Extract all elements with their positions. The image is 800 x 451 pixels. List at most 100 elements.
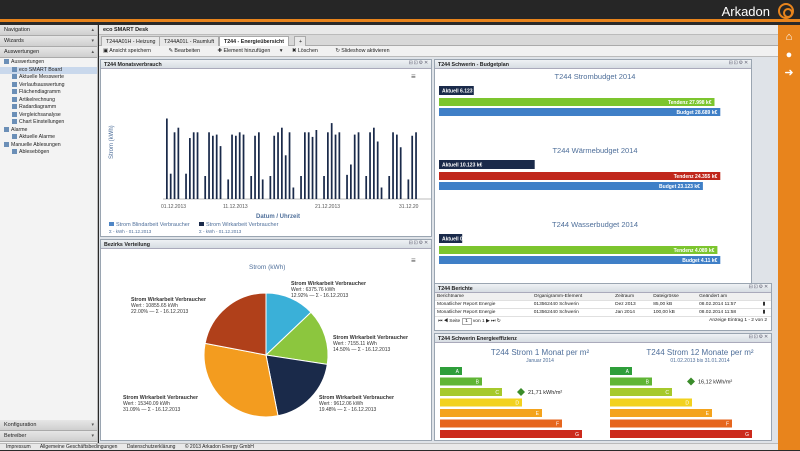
panel-controls-icon[interactable]: ⊟⊡⚙✕ xyxy=(748,285,769,290)
bar[interactable] xyxy=(284,155,287,199)
table-row[interactable]: Monatlicher Report Energie 013562440 Sch… xyxy=(435,300,771,309)
panel-controls-icon[interactable]: ⊟⊡⚙✕ xyxy=(748,335,769,340)
sidebar-item[interactable]: Radardiagramm xyxy=(0,104,97,112)
bar[interactable] xyxy=(258,132,260,199)
column-header[interactable]: Organigramm-Element xyxy=(531,293,614,301)
bar[interactable] xyxy=(273,135,276,199)
panel-controls-icon[interactable]: ⊟⊡⚙✕ xyxy=(408,61,429,66)
sidebar-item[interactable]: Artikelrechnung xyxy=(0,97,97,105)
bar[interactable] xyxy=(327,132,329,199)
sidebar-item[interactable]: Vergleichsanalyse xyxy=(0,112,97,120)
sidebar-item[interactable]: Aktuelle Alarme xyxy=(0,134,97,142)
add-element-button[interactable]: ✚ Element hinzufügen ▾ xyxy=(217,48,283,54)
legend-label[interactable]: Strom Wirkarbeit Verbraucher xyxy=(206,222,279,228)
tendenz-bar[interactable] xyxy=(439,98,715,106)
bar[interactable] xyxy=(196,132,199,199)
save-view-button[interactable]: ▣ Ansicht speichern xyxy=(103,48,151,54)
aktuell-bar[interactable] xyxy=(439,86,474,95)
bar[interactable] xyxy=(304,132,306,199)
bar[interactable] xyxy=(396,134,398,199)
bar[interactable] xyxy=(166,118,168,200)
column-header[interactable]: Berichtname xyxy=(435,293,532,301)
tab-raumluft[interactable]: T244A01L - Raumluft xyxy=(159,36,220,46)
sidebar-item[interactable]: Alarme xyxy=(0,127,97,135)
bar[interactable] xyxy=(227,179,230,199)
bar[interactable] xyxy=(399,147,402,199)
footer-link-datenschutz[interactable]: Datenschutzerklärung xyxy=(126,444,176,450)
sidebar-item[interactable]: eco SMART Board xyxy=(0,66,97,74)
panel-controls-icon[interactable]: ⊟⊡⚙✕ xyxy=(728,61,749,66)
bar[interactable] xyxy=(288,132,291,199)
bar[interactable] xyxy=(407,179,410,199)
panel-controls-icon[interactable]: ⊟⊡⚙✕ xyxy=(408,241,429,246)
bar[interactable] xyxy=(415,132,417,199)
tab-energieuebersicht[interactable]: T244 - Energieübersicht xyxy=(219,36,290,46)
budget-bar[interactable] xyxy=(439,108,721,116)
aktuell-bar[interactable] xyxy=(439,234,463,243)
bar[interactable] xyxy=(330,123,333,199)
home-icon[interactable]: ⌂ xyxy=(785,31,793,43)
bar[interactable] xyxy=(238,132,241,199)
bar[interactable] xyxy=(169,173,172,199)
sidebar-section-auswertungen[interactable]: Auswertungen ▴ xyxy=(0,47,97,58)
bar[interactable] xyxy=(380,187,383,200)
bar[interactable] xyxy=(292,187,295,200)
bar[interactable] xyxy=(177,127,180,199)
footer-link-agb[interactable]: Allgemeine Geschäftsbedingungen xyxy=(39,444,118,450)
bar[interactable] xyxy=(281,127,283,199)
column-header[interactable]: Zeitraum xyxy=(613,293,652,301)
column-header[interactable]: Geändert am xyxy=(697,293,761,301)
bar[interactable] xyxy=(357,132,360,199)
bar[interactable] xyxy=(311,136,314,199)
pdf-download-icon[interactable]: ▮ xyxy=(760,308,771,317)
bar[interactable] xyxy=(411,135,414,199)
bar[interactable] xyxy=(350,164,352,200)
sidebar-section-konfiguration[interactable]: Konfiguration ▾ xyxy=(0,420,97,431)
bar[interactable] xyxy=(376,141,379,200)
pie-slice[interactable] xyxy=(265,354,328,417)
bar[interactable] xyxy=(353,134,356,199)
sidebar-item[interactable]: Verlaufsauswertung xyxy=(0,82,97,90)
bar[interactable] xyxy=(261,179,264,199)
tab-heizung[interactable]: T244A01H - Heizung xyxy=(101,36,161,46)
pdf-download-icon[interactable]: ▮ xyxy=(760,300,771,309)
sidebar-section-navigation[interactable]: Navigation ▴ xyxy=(0,25,97,36)
sidebar-item[interactable]: Auswertungen xyxy=(0,59,97,67)
bar[interactable] xyxy=(208,132,210,199)
chart-menu-icon[interactable]: ≡ xyxy=(411,72,416,81)
aktuell-bar[interactable] xyxy=(439,160,535,169)
bar[interactable] xyxy=(242,134,245,199)
pie-slice[interactable] xyxy=(204,292,267,356)
bar[interactable] xyxy=(300,176,302,199)
pie-slice[interactable] xyxy=(264,311,329,365)
page-input[interactable]: 1 xyxy=(461,318,472,325)
bar[interactable] xyxy=(204,176,207,199)
legend-label[interactable]: Strom Blindarbeit Verbraucher xyxy=(116,222,190,228)
bar[interactable] xyxy=(254,135,256,199)
bar[interactable] xyxy=(269,176,272,199)
bar[interactable] xyxy=(388,176,391,199)
bar[interactable] xyxy=(323,176,325,199)
sidebar-item[interactable]: Chart Einstellungen xyxy=(0,119,97,127)
table-row[interactable]: Monatlicher Report Energie 013562440 Sch… xyxy=(435,308,771,317)
pie-slice[interactable] xyxy=(203,342,279,418)
user-icon[interactable]: ● xyxy=(785,49,793,61)
bar[interactable] xyxy=(369,132,371,199)
next-page-icon[interactable]: ▶ ⏭ ↻ xyxy=(486,319,501,324)
bar[interactable] xyxy=(231,134,233,199)
budget-bar[interactable] xyxy=(439,182,703,190)
slideshow-button[interactable]: ↻ Slideshow aktivieren xyxy=(335,48,390,54)
sidebar-item[interactable]: Aktuelle Messwerte xyxy=(0,74,97,82)
bar[interactable] xyxy=(307,132,310,199)
column-header[interactable]: Dateigrösse xyxy=(651,293,698,301)
bar[interactable] xyxy=(212,135,214,199)
bar[interactable] xyxy=(192,132,195,199)
edit-button[interactable]: ✎ Bearbeiten xyxy=(168,48,201,54)
sidebar-item[interactable]: Flächendiagramm xyxy=(0,89,97,97)
sidebar-section-wizards[interactable]: Wizards ▾ xyxy=(0,36,97,47)
bar[interactable] xyxy=(334,134,337,199)
tendenz-bar[interactable] xyxy=(439,172,721,180)
bar[interactable] xyxy=(346,174,348,199)
bar[interactable] xyxy=(365,176,368,199)
bar[interactable] xyxy=(373,127,375,199)
